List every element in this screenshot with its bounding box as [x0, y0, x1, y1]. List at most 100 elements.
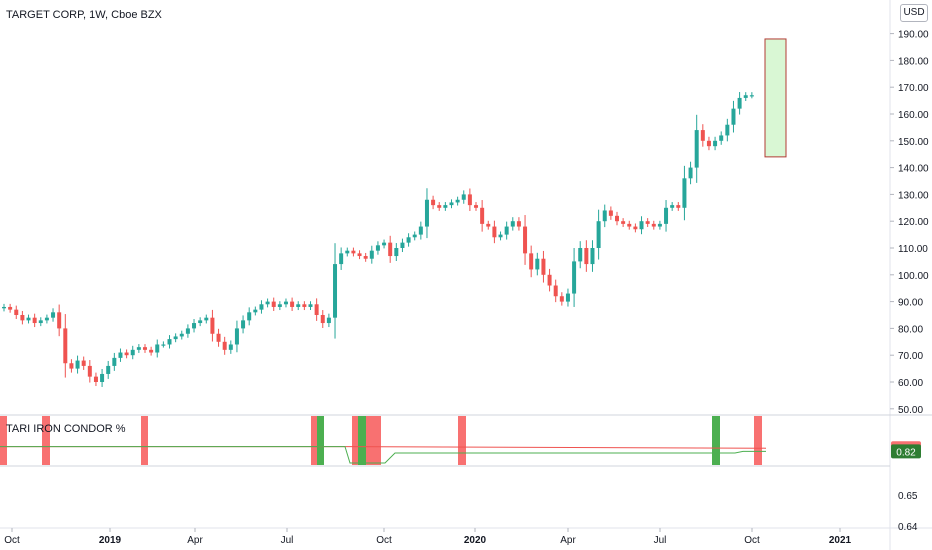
- candle: [572, 248, 577, 307]
- candle: [394, 243, 399, 261]
- candle-body: [719, 135, 724, 141]
- price-tick-label: 180.00: [898, 56, 929, 67]
- candle-body: [222, 341, 227, 350]
- candle-body: [302, 304, 307, 307]
- candle-body: [277, 304, 282, 307]
- candle-body: [296, 304, 301, 307]
- candle: [234, 320, 239, 353]
- candle-body: [118, 352, 123, 358]
- candle: [69, 359, 74, 373]
- candle: [565, 288, 570, 307]
- candle: [63, 314, 68, 378]
- candle: [657, 220, 662, 230]
- candle: [87, 360, 92, 383]
- candle-body: [670, 205, 675, 208]
- indicator-band: [317, 416, 324, 465]
- candle: [541, 250, 546, 283]
- time-tick-label: 2021: [829, 535, 852, 546]
- candle-body: [394, 248, 399, 257]
- candle-body: [326, 317, 331, 324]
- candle-body: [63, 328, 68, 364]
- candle-body: [645, 221, 650, 224]
- candle: [44, 314, 49, 324]
- candle-body: [375, 245, 380, 251]
- candle: [228, 340, 233, 354]
- candle-body: [431, 199, 436, 206]
- candle-body: [69, 363, 74, 369]
- candle: [523, 215, 528, 265]
- candle-body: [492, 226, 497, 238]
- price-tick-label: 150.00: [898, 137, 929, 148]
- candle-body: [578, 248, 583, 262]
- candle-body: [161, 344, 166, 346]
- candle-body: [198, 320, 203, 324]
- candle: [590, 240, 595, 272]
- candle-body: [382, 242, 387, 246]
- indicator-band: [458, 416, 466, 465]
- candle-body: [351, 250, 356, 254]
- candle: [100, 369, 105, 387]
- candle-body: [449, 202, 454, 206]
- candle: [700, 124, 705, 147]
- time-tick-label: Oct: [744, 535, 760, 546]
- candle: [725, 118, 730, 142]
- candle: [559, 292, 564, 306]
- candle: [326, 313, 331, 328]
- candle: [651, 220, 656, 230]
- candle: [719, 131, 724, 145]
- candle-body: [81, 360, 86, 366]
- candle: [584, 240, 589, 272]
- candle-body: [516, 221, 521, 227]
- candle: [455, 196, 460, 206]
- candle: [467, 188, 472, 212]
- candle: [179, 330, 184, 340]
- candle: [621, 218, 626, 227]
- candle-body: [20, 315, 25, 321]
- candle-body: [388, 242, 393, 257]
- candle-body: [749, 95, 754, 97]
- candle-body: [700, 130, 705, 141]
- indicator-green-line: [0, 446, 766, 464]
- price-tick-label: 100.00: [898, 271, 929, 282]
- candle-body: [130, 349, 135, 356]
- candle: [633, 223, 638, 233]
- price-tick-label: 140.00: [898, 164, 929, 175]
- price-tick-label: 160.00: [898, 110, 929, 121]
- candle: [664, 200, 669, 232]
- candle: [296, 301, 301, 311]
- time-tick-label: Apr: [560, 535, 576, 546]
- time-tick-label: Jul: [654, 535, 667, 546]
- candle: [688, 161, 693, 185]
- candle: [424, 188, 429, 239]
- candle: [167, 335, 172, 349]
- price-tick-label: 170.00: [898, 83, 929, 94]
- candle-body: [621, 221, 626, 224]
- time-tick-label: Apr: [187, 535, 203, 546]
- indicator-tick-label: 0.65: [898, 491, 918, 502]
- candle: [118, 348, 123, 362]
- candle-body: [142, 347, 147, 350]
- candle-body: [363, 256, 368, 259]
- candle: [670, 202, 675, 211]
- candle: [161, 341, 166, 348]
- candle-body: [510, 221, 515, 227]
- candle-body: [572, 261, 577, 294]
- indicator-band: [352, 416, 358, 465]
- time-tick-label: Jul: [281, 535, 294, 546]
- candle: [32, 313, 37, 328]
- candle: [247, 307, 252, 326]
- candle: [130, 345, 135, 360]
- candle: [713, 136, 718, 151]
- candle: [486, 220, 491, 230]
- candle: [480, 200, 485, 232]
- candle-body: [498, 234, 503, 238]
- candle-body: [308, 304, 313, 307]
- candle: [14, 305, 19, 320]
- candle-body: [44, 317, 49, 321]
- candle-body: [615, 215, 619, 222]
- currency-button[interactable]: USD: [900, 4, 928, 22]
- candle-body: [437, 205, 442, 208]
- candle-body: [406, 237, 411, 243]
- candle: [57, 304, 62, 337]
